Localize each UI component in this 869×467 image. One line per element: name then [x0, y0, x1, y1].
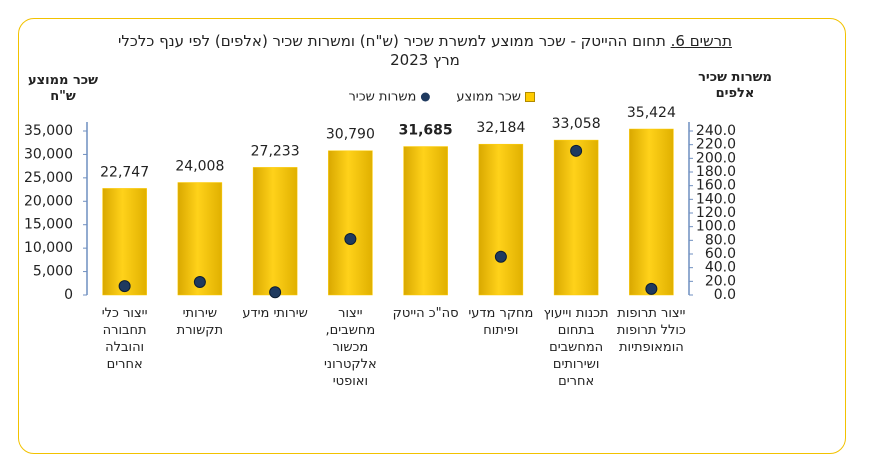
bar: [478, 143, 524, 296]
bar: [252, 167, 298, 296]
y2-tick-label: 0.0: [714, 287, 736, 303]
value-label: 35,424: [627, 105, 676, 121]
y2-tick-label: 100.0: [696, 219, 736, 235]
x-tick-label: מחקר מדעי ופיתוח: [468, 306, 534, 338]
legend-label: משרות שכיר: [348, 90, 416, 105]
legend-swatch: [525, 92, 535, 102]
x-tick-label: תכנות וייעוץ בתחום המחשבים ושירותים אחרי…: [543, 306, 609, 389]
dot: [494, 250, 507, 263]
y-axis-title: שכר ממוצע ש"ח: [18, 73, 108, 105]
y2-tick-label: 140.0: [696, 191, 736, 207]
legend-swatch: [420, 92, 430, 102]
x-tick-label: ייצור כלי תחבורה והובלה אחרים: [101, 306, 148, 372]
y2-axis-title: משרות שכיר אלפים: [680, 70, 790, 102]
y2-tick-label: 120.0: [696, 205, 736, 221]
y2-tick-label: 180.0: [696, 164, 736, 180]
value-label: 27,233: [251, 143, 300, 159]
y2-tick-label: 240.0: [696, 123, 736, 139]
value-label: 22,747: [100, 164, 149, 180]
y2-axis-title-line: אלפים: [715, 86, 755, 101]
x-tick-label: שירותי מידע: [242, 306, 308, 321]
dot: [118, 280, 131, 293]
y2-tick-label: 60.0: [705, 246, 736, 262]
figure-label: תרשים 6.: [670, 32, 732, 50]
frame: [18, 18, 846, 454]
y-tick-label: 30,000: [24, 146, 73, 162]
x-tick-label: ייצור מחשבים, מכשור אלקטרוני ואופטי: [324, 306, 377, 389]
dot: [193, 276, 206, 289]
chart-title: תחום ההייטק - שכר ממוצע למשרת שכיר (ש"ח)…: [118, 32, 666, 50]
bar: [553, 139, 599, 296]
y-tick-label: 35,000: [24, 123, 73, 139]
title-block: תרשים 6. תחום ההייטק - שכר ממוצע למשרת ש…: [100, 32, 750, 70]
bar: [102, 188, 147, 296]
y2-tick-label: 20.0: [705, 273, 736, 289]
value-label: 30,790: [326, 127, 375, 143]
value-label: 33,058: [552, 116, 601, 132]
y-tick-label: 25,000: [24, 170, 73, 186]
bar: [629, 128, 674, 296]
dot: [645, 282, 658, 295]
value-label: 31,685: [399, 123, 453, 139]
y-tick-label: 20,000: [24, 193, 73, 209]
y-tick-label: 15,000: [24, 217, 73, 233]
y-tick-label: 0: [64, 287, 73, 303]
y2-axis-title-line: משרות שכיר: [698, 70, 772, 85]
y-axis-title-line: שכר ממוצע: [28, 73, 98, 88]
legend-label: שכר ממוצע: [456, 90, 521, 105]
y2-tick-label: 80.0: [705, 232, 736, 248]
y-tick-label: 5,000: [33, 264, 73, 280]
bar: [328, 150, 373, 296]
dot: [269, 286, 282, 299]
chart-subtitle: מרץ 2023: [390, 51, 460, 69]
x-tick-label: ייצור תרופות כולל תרופות הומאופתיות: [616, 306, 686, 355]
y2-tick-label: 160.0: [696, 178, 736, 194]
x-tick-label: סה"כ הייטק: [392, 306, 459, 321]
bar: [403, 146, 448, 296]
y-axis-title-line: ש"ח: [50, 89, 76, 104]
y2-tick-label: 40.0: [705, 260, 736, 276]
dot: [570, 144, 583, 157]
y-tick-label: 10,000: [24, 240, 73, 256]
value-label: 32,184: [476, 120, 525, 136]
value-label: 24,008: [175, 159, 224, 175]
dot: [344, 232, 357, 245]
y2-tick-label: 200.0: [696, 150, 736, 166]
x-tick-label: שירותי תקשורת: [176, 306, 224, 338]
y2-tick-label: 220.0: [696, 137, 736, 153]
